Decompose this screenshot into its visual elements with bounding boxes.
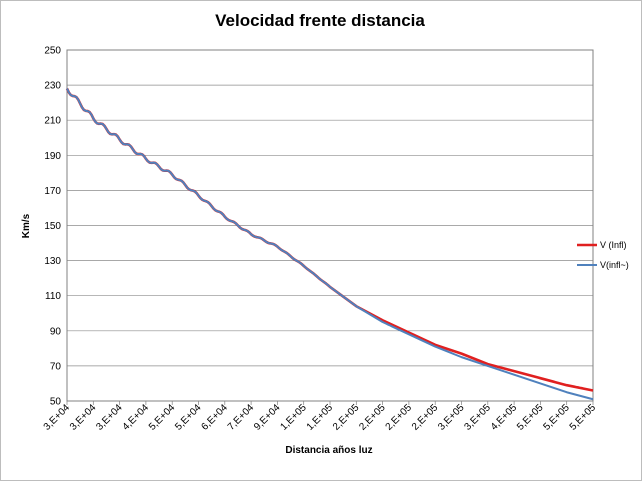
y-tick-label: 250 xyxy=(44,46,61,57)
y-tick-label: 210 xyxy=(44,116,61,127)
grid-lines xyxy=(67,49,593,402)
y-tick-label: 190 xyxy=(44,151,61,162)
legend: V (Infl) V(infl~) xyxy=(577,240,629,270)
series-lines xyxy=(65,88,594,401)
x-axis-label: Distancia años luz xyxy=(285,445,372,456)
x-tick-label: 3,E+04 xyxy=(94,402,125,433)
legend-label: V (Infl) xyxy=(600,240,627,250)
y-tick-label: 70 xyxy=(50,361,62,372)
x-tick-labels: 3,E+043,E+043,E+044,E+045,E+045,E+046,E+… xyxy=(42,401,599,433)
x-tick-label: 2,E+05 xyxy=(384,402,415,433)
x-tick-label: 5,E+05 xyxy=(568,402,599,433)
y-tick-label: 230 xyxy=(44,81,61,92)
x-tick-label: 7,E+04 xyxy=(226,402,257,433)
y-axis-label: Km/s xyxy=(21,213,32,238)
x-tick-label: 2,E+05 xyxy=(357,402,388,433)
x-tick-label: 6,E+04 xyxy=(200,402,231,433)
y-tick-label: 170 xyxy=(44,186,61,197)
y-tick-label: 110 xyxy=(45,291,61,302)
chart-title: Velocidad frente distancia xyxy=(215,11,425,30)
x-tick-label: 1,E+05 xyxy=(278,402,309,433)
plot-area-border xyxy=(66,49,594,402)
x-tick-label: 9,E+04 xyxy=(252,402,283,433)
x-tick-label: 3,E+05 xyxy=(436,402,467,433)
x-tick-label: 2,E+05 xyxy=(331,402,362,433)
x-tick-label: 2,E+05 xyxy=(410,402,441,433)
legend-label: V(infl~) xyxy=(600,260,629,270)
y-tick-labels: 50 70 90 110 130 150 170 190 210 230 250 xyxy=(44,46,61,408)
x-tick-label: 5,E+04 xyxy=(173,402,204,433)
x-tick-label: 4,E+04 xyxy=(121,402,152,433)
y-tick-label: 50 xyxy=(50,397,62,408)
x-tick-label: 3,E+05 xyxy=(463,402,494,433)
y-tick-label: 150 xyxy=(44,221,61,232)
x-tick-label: 5,E+05 xyxy=(515,402,546,433)
x-tick-label: 5,E+05 xyxy=(541,402,572,433)
x-tick-label: 4,E+05 xyxy=(489,402,520,433)
x-tick-label: 1,E+05 xyxy=(305,402,336,433)
series-line-2 xyxy=(66,88,594,401)
x-tick-label: 5,E+04 xyxy=(147,402,178,433)
y-tick-label: 90 xyxy=(50,326,62,337)
x-tick-label: 3,E+04 xyxy=(68,402,99,433)
y-tick-label: 130 xyxy=(44,256,61,267)
series-line-1 xyxy=(65,88,594,392)
